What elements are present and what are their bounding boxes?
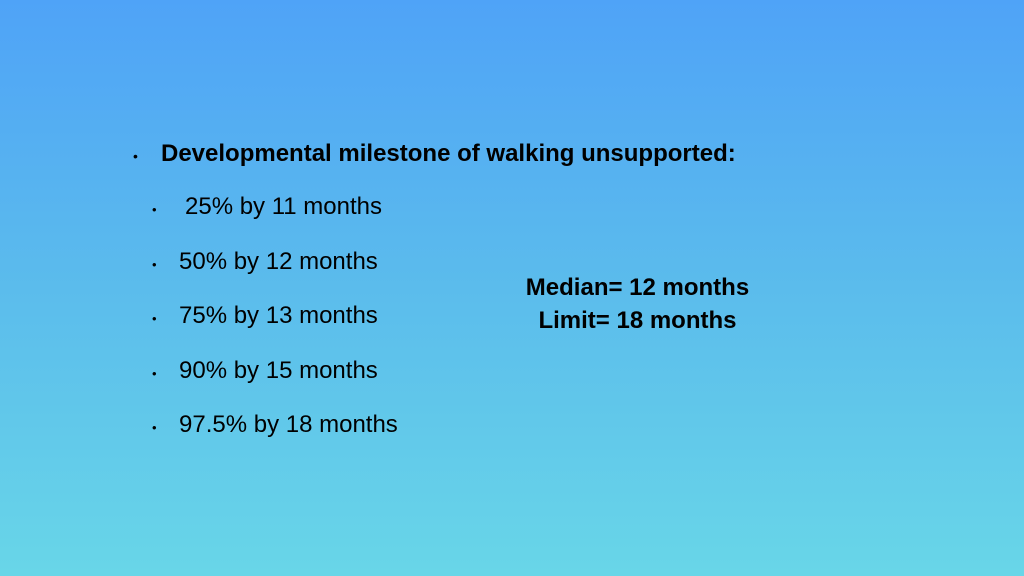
list-item: • 25% by 11 months <box>152 193 398 248</box>
bullet-icon: • <box>152 311 157 326</box>
list-item: • 97.5% by 18 months <box>152 411 398 466</box>
list-item-text: 90% by 15 months <box>179 356 378 384</box>
limit-text: Limit= 18 months <box>538 307 737 334</box>
list-item-text: 25% by 11 months <box>185 193 383 220</box>
bullet-icon: • <box>152 202 157 217</box>
list-item: • 75% by 13 months <box>152 302 398 357</box>
heading-bullet: • Developmental milestone of walking uns… <box>133 140 736 168</box>
list-item-text: 75% by 13 months <box>179 302 378 329</box>
list-item: • 90% by 15 months <box>152 357 398 412</box>
list-item-text: 50% by 12 months <box>179 247 378 275</box>
median-text: Median= 12 months <box>525 274 750 301</box>
milestone-list: • 25% by 11 months • 50% by 12 months • … <box>152 193 398 466</box>
list-item: • 50% by 12 months <box>152 248 398 303</box>
list-item-text: 97.5% by 18 months <box>179 411 398 438</box>
heading-text: Developmental milestone of walking unsup… <box>161 140 736 167</box>
bullet-icon: • <box>133 148 138 164</box>
bullet-icon: • <box>152 256 157 272</box>
summary-note: Median= 12 months Limit= 18 months <box>480 271 795 337</box>
bullet-icon: • <box>152 420 157 435</box>
bullet-icon: • <box>152 365 157 381</box>
